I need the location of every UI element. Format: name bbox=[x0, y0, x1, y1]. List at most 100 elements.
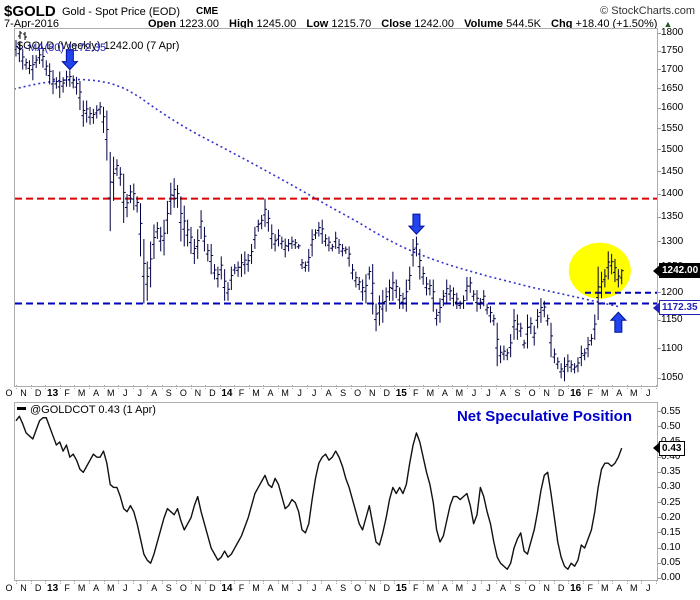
x-axis-month-label: N bbox=[194, 583, 202, 593]
price-bar bbox=[303, 261, 308, 272]
x-axis-month-label: M bbox=[600, 583, 609, 593]
quote-row: Open 1223.00 High 1245.00 Low 1215.70 Cl… bbox=[148, 18, 672, 30]
x-axis-month-tick bbox=[553, 580, 556, 584]
price-bar bbox=[485, 303, 490, 315]
x-axis-month-label: A bbox=[325, 388, 332, 398]
up-arrow-annotation bbox=[609, 311, 627, 333]
y-axis-tick bbox=[657, 171, 661, 172]
x-axis-month-tick bbox=[205, 385, 207, 389]
x-axis-month-label: F bbox=[64, 583, 70, 593]
x-axis-month-tick bbox=[495, 580, 498, 584]
x-axis-month-label: M bbox=[77, 583, 86, 593]
price-bar bbox=[212, 264, 217, 280]
price-bar bbox=[151, 224, 156, 259]
highlight-ellipse bbox=[568, 242, 631, 299]
price-bar bbox=[367, 266, 372, 280]
y-axis-tick bbox=[657, 456, 661, 458]
price-bar bbox=[545, 314, 550, 326]
price-bar bbox=[61, 77, 66, 93]
y-axis-tick-label: 1800 bbox=[661, 27, 684, 38]
cot-chart-canvas bbox=[15, 415, 623, 570]
price-bar bbox=[407, 266, 412, 291]
y-axis-tick bbox=[657, 241, 661, 242]
x-axis-month-label: F bbox=[587, 583, 593, 593]
x-axis-month-label: J bbox=[122, 583, 128, 593]
x-axis-month-tick bbox=[306, 580, 309, 584]
price-bar bbox=[44, 60, 49, 76]
cot-value-axis-box: 0.43 bbox=[653, 440, 686, 456]
x-axis-month-tick bbox=[394, 385, 396, 389]
axis-box-arrow bbox=[653, 264, 660, 277]
price-bar bbox=[74, 76, 79, 95]
y-axis-tick bbox=[657, 32, 661, 34]
x-axis-month-label: A bbox=[93, 388, 100, 398]
net-speculative-position-label: Net Speculative Position bbox=[456, 408, 632, 425]
price-bar bbox=[394, 279, 399, 299]
y-axis-tick bbox=[657, 292, 661, 294]
y-axis-tick bbox=[657, 577, 661, 579]
open-value: 1223.00 bbox=[179, 18, 219, 30]
price-bar bbox=[512, 308, 517, 340]
price-bar bbox=[81, 100, 86, 127]
y-axis-tick bbox=[657, 377, 661, 379]
close-value: 1242.00 bbox=[414, 18, 455, 30]
price-bar bbox=[91, 108, 96, 124]
volume-value: 544.5K bbox=[506, 18, 541, 30]
symbol-description: Gold - Spot Price (EOD) bbox=[62, 6, 180, 18]
x-axis-month-label: M bbox=[77, 388, 86, 398]
ma-value-axis-box: 1172.35 bbox=[653, 300, 700, 316]
price-bar bbox=[481, 290, 486, 307]
price-bar bbox=[94, 105, 99, 119]
price-bar bbox=[522, 339, 527, 349]
price-bar bbox=[606, 251, 611, 280]
x-axis-month-tick bbox=[655, 385, 658, 389]
axis-box-arrow bbox=[653, 301, 660, 314]
price-bar bbox=[192, 239, 197, 265]
price-bar bbox=[121, 173, 126, 224]
y-axis-tick-label: 1300 bbox=[661, 235, 684, 247]
price-bar bbox=[202, 226, 207, 252]
x-axis-month-label: J bbox=[137, 583, 143, 593]
cot-chart-panel bbox=[14, 402, 658, 581]
x-axis-month-tick bbox=[205, 580, 207, 584]
x-axis-month-label: J bbox=[297, 388, 302, 398]
x-axis-month-label: J bbox=[311, 388, 317, 398]
price-bar bbox=[51, 69, 56, 95]
x-axis-month-tick bbox=[118, 580, 120, 584]
x-axis-month-label: D bbox=[383, 388, 391, 398]
price-bar bbox=[104, 110, 109, 161]
price-bar bbox=[165, 200, 170, 235]
x-axis-month-label: O bbox=[354, 388, 362, 398]
price-bar bbox=[47, 63, 52, 85]
x-axis-month-tick bbox=[379, 580, 382, 584]
price-bar bbox=[612, 258, 617, 283]
x-axis-month-tick bbox=[423, 580, 425, 584]
x-axis-month-label: M bbox=[426, 583, 435, 593]
x-axis-month-label: D bbox=[34, 388, 42, 398]
y-axis-tick-label: 0.55 bbox=[661, 405, 681, 417]
price-bar bbox=[582, 348, 587, 361]
x-axis-month-label: D bbox=[34, 583, 42, 593]
x-axis-month-tick bbox=[641, 580, 643, 584]
x-axis-month-label: J bbox=[471, 583, 477, 593]
price-bar bbox=[30, 55, 35, 81]
x-axis-month-tick bbox=[30, 385, 33, 389]
x-axis-month-tick bbox=[248, 580, 251, 584]
price-bar bbox=[589, 334, 594, 346]
y-axis-tick-label: 0.50 bbox=[661, 420, 681, 432]
price-bar bbox=[454, 292, 459, 309]
x-axis-month-label: J bbox=[486, 583, 491, 593]
x-axis-month-tick bbox=[118, 385, 120, 389]
y-axis-tick bbox=[657, 471, 661, 473]
y-axis-tick bbox=[657, 547, 661, 549]
x-axis-month-label: 16 bbox=[570, 388, 582, 399]
y-axis-tick bbox=[657, 216, 661, 218]
price-bar bbox=[549, 322, 554, 358]
x-axis-month-label: 16 bbox=[570, 583, 582, 594]
price-bar bbox=[141, 239, 146, 304]
price-bar bbox=[242, 251, 247, 275]
price-bar bbox=[215, 266, 220, 288]
price-bar bbox=[495, 322, 500, 367]
price-bar bbox=[145, 261, 150, 301]
x-axis-month-tick bbox=[626, 385, 629, 389]
